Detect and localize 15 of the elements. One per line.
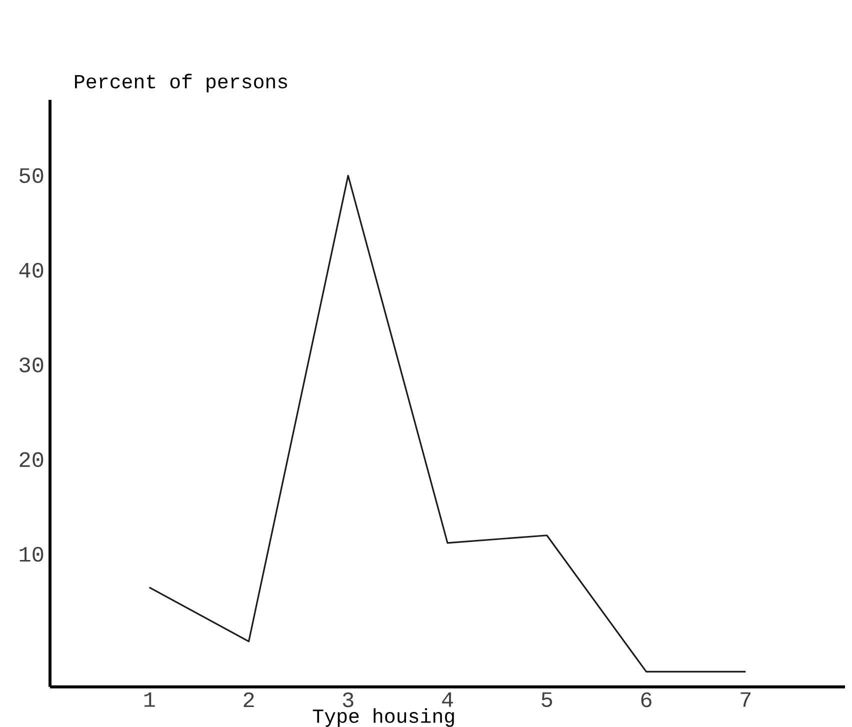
y-tick-label: 50 — [20, 168, 44, 184]
x-tick-label: 7 — [740, 692, 750, 707]
x-tick-label: 3 — [342, 692, 354, 708]
y-tick-label: 40 — [19, 262, 44, 278]
x-tick-label: 4 — [442, 692, 453, 707]
y-tick-label: 10 — [20, 546, 44, 562]
line-series — [148, 174, 746, 673]
y-tick-label: 30 — [20, 358, 44, 372]
x-tick-label: 5 — [542, 692, 552, 708]
x-tick-label: 6 — [641, 692, 652, 708]
x-tick-label: 1 — [144, 692, 155, 707]
y-axis-title: Percent of persons — [75, 74, 287, 92]
y-tick-label: 20 — [20, 452, 44, 468]
x-tick-label: 2 — [244, 692, 254, 708]
x-axis-title: Type housing — [312, 708, 454, 727]
